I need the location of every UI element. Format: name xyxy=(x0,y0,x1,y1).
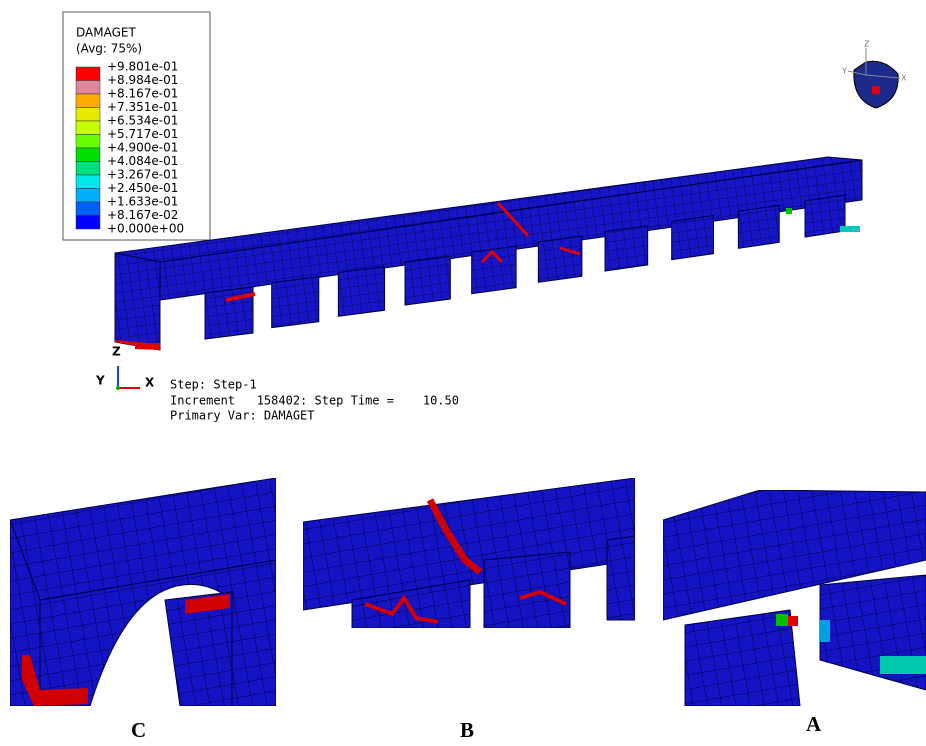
legend-label: +6.534e-01 xyxy=(107,114,178,128)
bridge-pier xyxy=(538,236,582,282)
legend-label: +7.351e-01 xyxy=(107,100,178,114)
legend-title: DAMAGET xyxy=(76,26,136,40)
damage-zone xyxy=(840,226,860,232)
detail-surface xyxy=(607,536,635,620)
triad-label: X xyxy=(145,376,155,390)
damage-zone xyxy=(880,656,926,674)
triad-body xyxy=(854,61,898,108)
damage-zone xyxy=(776,614,788,626)
detail-b xyxy=(303,478,635,628)
panel-label: B xyxy=(460,718,474,742)
triad-label: Z xyxy=(112,345,121,359)
damage-zone xyxy=(135,343,160,350)
panel-label: A xyxy=(806,712,822,736)
legend-swatch xyxy=(76,81,100,95)
legend-swatch xyxy=(76,175,100,189)
view-triad: Z Y X xyxy=(841,40,907,109)
damage-zone xyxy=(820,620,830,642)
bridge-pier xyxy=(805,195,845,237)
legend-label: +5.717e-01 xyxy=(107,127,178,141)
bridge-end xyxy=(115,253,160,350)
legend-swatch xyxy=(76,202,100,216)
panel-label: C xyxy=(131,718,146,742)
legend-swatch xyxy=(76,189,100,203)
bridge-pier xyxy=(272,277,319,328)
legend: DAMAGET (Avg: 75%) +9.801e-01+8.984e-01+… xyxy=(63,12,210,240)
figure: DAMAGET (Avg: 75%) +9.801e-01+8.984e-01+… xyxy=(0,0,926,742)
triad-label: Z xyxy=(864,40,870,49)
triad-origin xyxy=(116,386,120,390)
step-info: Step: Step-1 xyxy=(170,378,257,392)
bridge-pier xyxy=(405,256,450,305)
bridge-pier xyxy=(738,205,779,248)
axis-triad: Z Y X xyxy=(95,345,155,391)
legend-label: +8.984e-01 xyxy=(107,73,178,87)
detail-a xyxy=(663,490,926,706)
legend-swatch xyxy=(76,108,100,122)
detail-surface xyxy=(484,552,570,628)
legend-label: +1.633e-01 xyxy=(107,195,178,209)
bridge-pier xyxy=(338,267,384,317)
detail-c xyxy=(10,478,276,706)
triad-label: Y xyxy=(841,67,847,76)
legend-label: +4.900e-01 xyxy=(107,141,178,155)
legend-swatch xyxy=(76,94,100,108)
legend-subtitle: (Avg: 75%) xyxy=(76,42,142,56)
legend-label: +3.267e-01 xyxy=(107,168,178,182)
increment-info: Increment 158402: Step Time = 10.50 xyxy=(170,394,459,408)
legend-label: +8.167e-01 xyxy=(107,87,178,101)
legend-swatch xyxy=(76,135,100,149)
variable-info: Primary Var: DAMAGET xyxy=(170,409,315,423)
triad-label: X xyxy=(901,74,907,83)
triad-marker xyxy=(872,86,880,94)
legend-swatch xyxy=(76,216,100,230)
legend-label: +8.167e-02 xyxy=(107,208,178,222)
legend-label: +0.000e+00 xyxy=(107,222,184,236)
legend-label: +9.801e-01 xyxy=(107,60,178,74)
legend-swatch xyxy=(76,121,100,135)
legend-swatch xyxy=(76,162,100,176)
legend-label: +4.084e-01 xyxy=(107,154,178,168)
bridge-pier xyxy=(672,215,714,259)
damage-zone xyxy=(786,208,792,214)
legend-label: +2.450e-01 xyxy=(107,181,178,195)
legend-swatch xyxy=(76,148,100,162)
triad-label: Y xyxy=(95,374,105,388)
legend-swatch xyxy=(76,67,100,81)
bridge-pier xyxy=(605,226,648,271)
damage-zone xyxy=(788,616,798,626)
bridge-model xyxy=(115,157,862,350)
